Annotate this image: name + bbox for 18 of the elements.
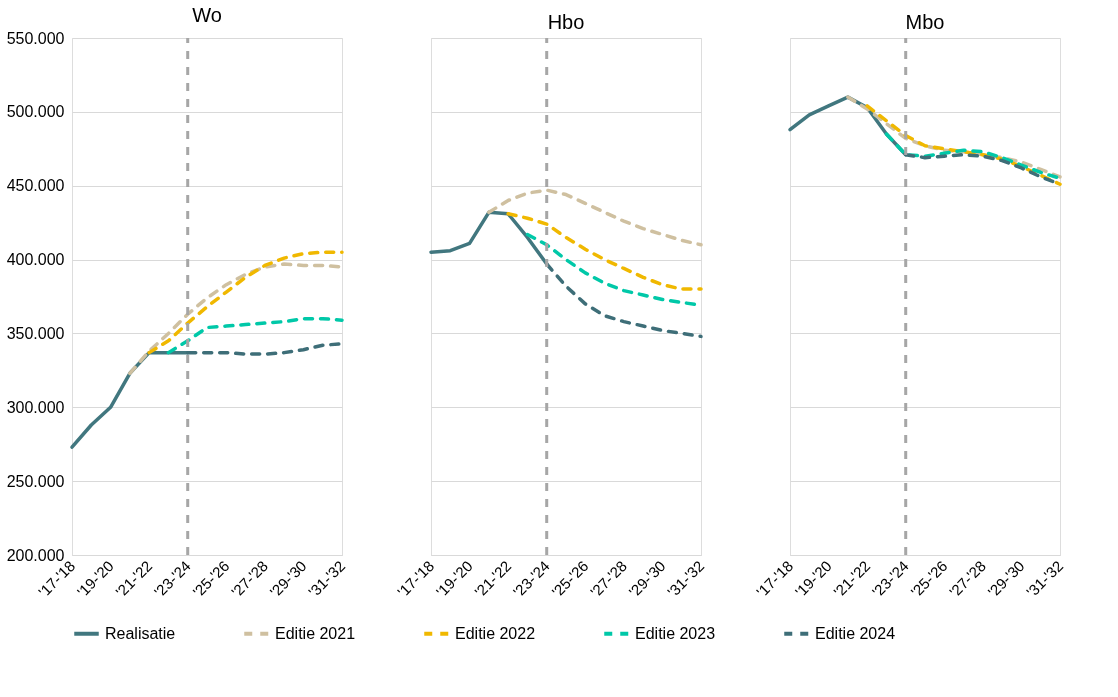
chart-title: Mbo xyxy=(905,10,945,33)
chart-title: Wo xyxy=(192,4,222,26)
y-tick-label: 400.000 xyxy=(6,251,65,269)
legend-label: Editie 2021 xyxy=(275,624,356,642)
legend-label: Editie 2023 xyxy=(635,624,716,642)
line-series xyxy=(147,250,344,355)
y-tick-label: 300.000 xyxy=(6,398,65,416)
legend-label: Realisatie xyxy=(105,624,176,642)
y-tick-label: 500.000 xyxy=(6,103,65,121)
legend-label: Editie 2022 xyxy=(455,624,536,642)
line-series xyxy=(166,316,344,355)
y-tick-label: 200.000 xyxy=(6,546,65,564)
legend-label: Editie 2024 xyxy=(815,624,896,642)
y-tick-label: 350.000 xyxy=(6,324,65,342)
y-tick-label: 450.000 xyxy=(6,177,65,195)
y-tick-label: 250.000 xyxy=(6,472,65,490)
chart-title: Hbo xyxy=(547,10,585,33)
y-tick-label: 550.000 xyxy=(6,29,65,47)
